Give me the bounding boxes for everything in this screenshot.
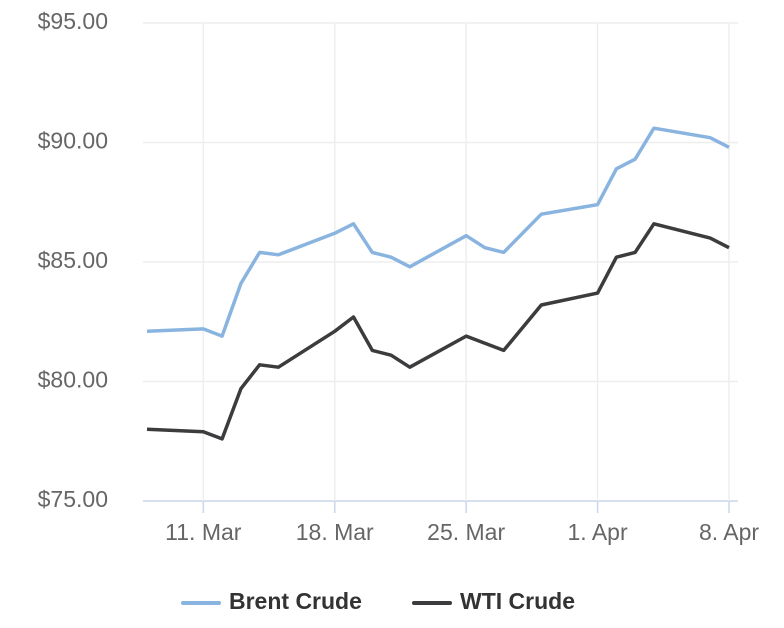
y-tick-label: $80.00 xyxy=(38,367,108,393)
x-tick-label: 18. Mar xyxy=(296,519,374,545)
x-tick-label: 8. Apr xyxy=(699,519,759,545)
series-line xyxy=(146,126,730,338)
series-line xyxy=(146,222,730,441)
legend-label: Brent Crude xyxy=(229,588,362,614)
legend-label: WTI Crude xyxy=(460,588,575,614)
x-tick-label: 1. Apr xyxy=(568,519,628,545)
y-tick-label: $95.00 xyxy=(38,8,108,34)
x-tick-label: 25. Mar xyxy=(427,519,505,545)
x-tick-label: 11. Mar xyxy=(165,519,242,545)
y-tick-label: $90.00 xyxy=(38,128,108,154)
y-tick-label: $85.00 xyxy=(38,247,108,273)
y-tick-label: $75.00 xyxy=(38,486,108,512)
